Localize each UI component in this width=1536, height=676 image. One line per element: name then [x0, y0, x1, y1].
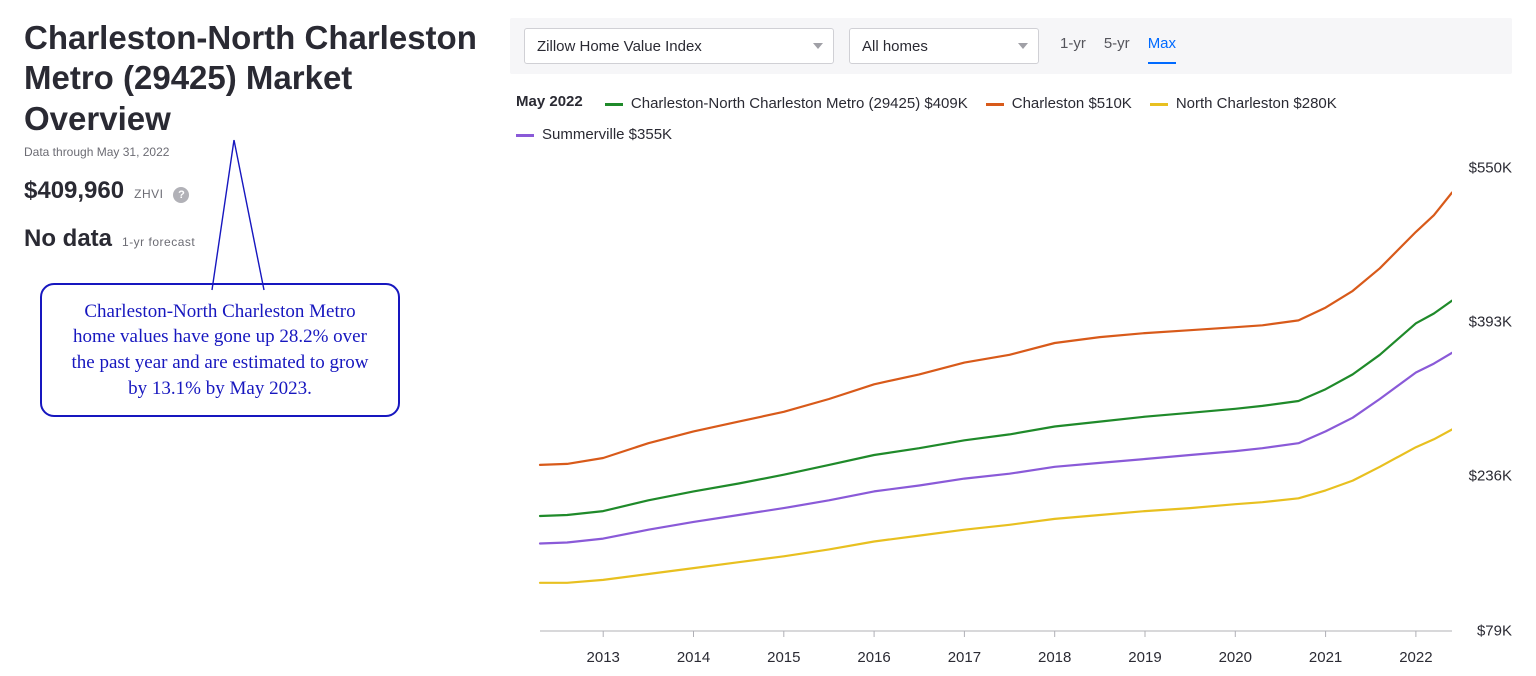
- chart-panel: Zillow Home Value Index All homes 1-yr 5-…: [510, 18, 1512, 664]
- legend-label: Charleston-North Charleston Metro (29425…: [631, 90, 968, 119]
- zhvi-value: $409,960: [24, 177, 124, 205]
- chevron-down-icon: [813, 43, 823, 49]
- range-tab-max[interactable]: Max: [1148, 29, 1176, 64]
- chart-legend: May 2022 Charleston-North Charleston Met…: [510, 74, 1512, 158]
- callout-tail-icon: [194, 135, 284, 295]
- chart-controls: Zillow Home Value Index All homes 1-yr 5-…: [510, 18, 1512, 74]
- callout-text: Charleston-North Charleston Metro home v…: [68, 299, 372, 402]
- help-icon[interactable]: ?: [173, 187, 189, 203]
- line-chart: 2013 2014 2015 2016 2017 2018 2019 2020 2021 2022…: [510, 158, 1512, 665]
- x-tick-label: 2013: [587, 649, 620, 666]
- range-tab-5-yr[interactable]: 5-yr: [1104, 29, 1130, 64]
- x-tick-label: 2018: [1038, 649, 1071, 666]
- data-through-subtitle: Data through May 31, 2022: [24, 145, 490, 159]
- x-tick-label: 2019: [1128, 649, 1161, 666]
- x-tick-label: 2020: [1219, 649, 1252, 666]
- legend-item: Charleston-North Charleston Metro (29425…: [605, 90, 968, 119]
- legend-item: North Charleston $280K: [1150, 90, 1337, 119]
- chevron-down-icon: [1018, 43, 1028, 49]
- callout-wrap: Charleston-North Charleston Metro home v…: [24, 283, 490, 418]
- legend-item: Charleston $510K: [986, 90, 1132, 119]
- zhvi-label: ZHVI: [134, 187, 163, 201]
- forecast-stat: No data 1-yr forecast: [24, 225, 490, 253]
- legend-label: Summerville $355K: [542, 121, 672, 150]
- x-tick-label: 2014: [677, 649, 710, 666]
- page-title: Charleston-North Charleston Metro (29425…: [24, 18, 490, 139]
- x-tick-label: 2021: [1309, 649, 1342, 666]
- y-tick-label: $550K: [1469, 159, 1512, 176]
- chart-svg: [510, 158, 1452, 665]
- forecast-value: No data: [24, 225, 112, 253]
- x-tick-label: 2017: [948, 649, 981, 666]
- legend-swatch: [1150, 103, 1168, 106]
- index-select-value: Zillow Home Value Index: [537, 38, 702, 55]
- range-tabs: 1-yr 5-yr Max: [1060, 29, 1176, 64]
- legend-swatch: [516, 134, 534, 137]
- x-tick-label: 2022: [1399, 649, 1432, 666]
- legend-swatch: [605, 103, 623, 106]
- y-tick-label: $393K: [1469, 313, 1512, 330]
- x-tick-label: 2015: [767, 649, 800, 666]
- overview-panel: Charleston-North Charleston Metro (29425…: [24, 18, 510, 664]
- legend-item: Summerville $355K: [516, 121, 672, 150]
- range-tab-1-yr[interactable]: 1-yr: [1060, 29, 1086, 64]
- home-type-select[interactable]: All homes: [849, 28, 1039, 64]
- x-tick-label: 2016: [857, 649, 890, 666]
- home-type-value: All homes: [862, 38, 928, 55]
- legend-label: Charleston $510K: [1012, 90, 1132, 119]
- index-select[interactable]: Zillow Home Value Index: [524, 28, 834, 64]
- legend-label: North Charleston $280K: [1176, 90, 1337, 119]
- y-tick-label: $79K: [1477, 622, 1512, 639]
- y-tick-label: $236K: [1469, 468, 1512, 485]
- forecast-label: 1-yr forecast: [122, 235, 195, 249]
- zhvi-stat: $409,960 ZHVI ?: [24, 177, 490, 205]
- legend-swatch: [986, 103, 1004, 106]
- legend-date: May 2022: [516, 93, 583, 110]
- annotation-callout: Charleston-North Charleston Metro home v…: [40, 283, 400, 418]
